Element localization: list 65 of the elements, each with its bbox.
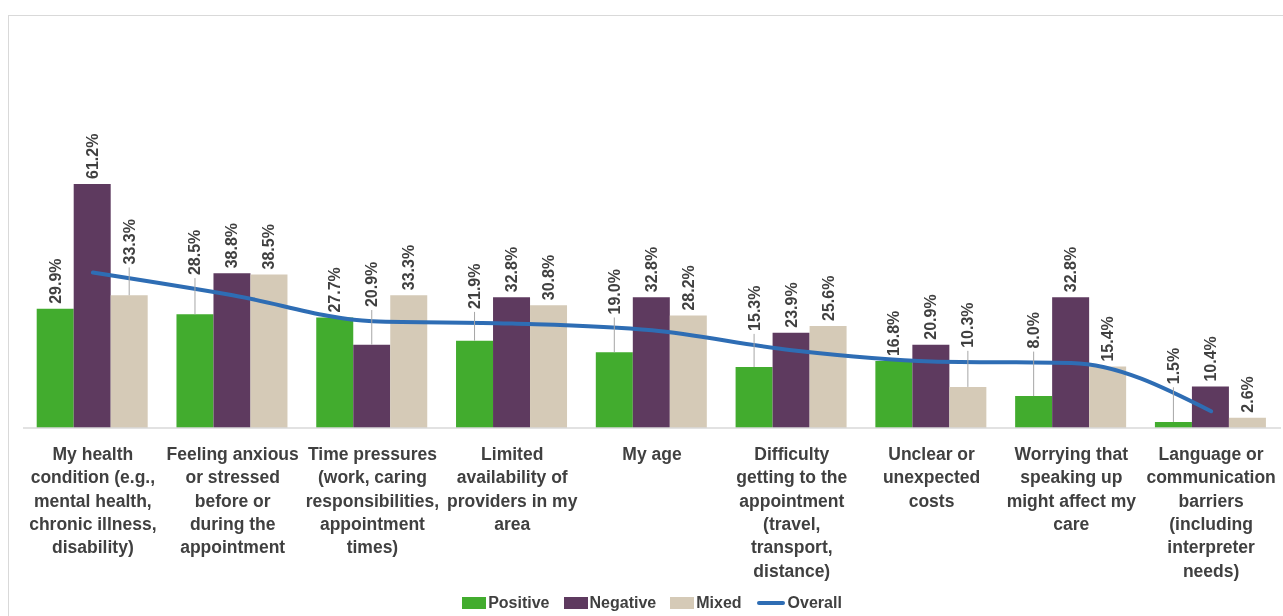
bar [493,297,531,428]
data-label: 15.4% [1099,316,1117,362]
bar [1191,386,1229,428]
bar [110,295,148,428]
bar [250,274,288,428]
x-tick-label: Language or communication barriers (including interpreter needs) [1146,444,1276,581]
bar [73,184,111,428]
legend-label: Mixed [696,593,742,613]
data-label: 25.6% [819,275,837,321]
bar [1015,396,1053,428]
x-tick-label: Difficulty getting to the appointment (travel, transport, distance) [736,444,848,581]
bar [456,340,494,428]
x-tick-label: Worrying that speaking up might affect my care [1006,444,1137,534]
bar [735,367,773,428]
x-tick-label: Time pressures (work, caring responsibilities, appointment times) [305,444,440,558]
bar [36,308,74,428]
data-label: 21.9% [466,263,484,309]
x-tick-label: Limited availability of providers in my area [447,444,578,534]
bar [595,352,633,428]
data-label: 27.7% [326,267,344,313]
data-label: 10.4% [1201,336,1219,382]
bar [772,332,810,428]
bar [530,305,568,428]
x-tick-label: Feeling anxious or stressed before or during the appointment [166,444,300,558]
data-label: 23.9% [782,282,800,328]
bar [949,386,987,428]
bar [213,273,251,428]
bar [1052,297,1090,428]
data-label: 33.3% [400,244,418,291]
x-tick-label: My health condition (e.g., mental health, chronic illness, disability) [29,444,157,558]
data-label: 30.8% [540,254,558,301]
data-label: 16.8% [885,310,903,357]
data-label: 28.5% [186,229,204,276]
bar [1089,366,1127,428]
data-label: 29.9% [46,258,64,304]
data-label: 61.2% [83,133,101,179]
data-label: 33.3% [120,219,138,265]
data-label: 2.6% [1238,376,1256,413]
data-label: 38.8% [223,222,241,269]
data-label: 32.8% [1062,246,1080,293]
bar [176,314,214,428]
bar [809,325,847,428]
data-label: 38.5% [260,224,278,270]
legend-label: Positive [488,593,550,613]
data-label: 8.0% [1025,312,1043,349]
data-label: 20.9% [363,261,381,308]
bar [912,344,950,428]
bar [669,315,707,428]
data-label: 15.3% [745,285,763,331]
data-label: 32.8% [503,246,521,293]
legend-label: Negative [589,593,657,613]
bar [390,295,428,428]
bar [353,344,391,428]
x-tick-label: My age [622,444,682,464]
data-label: 1.5% [1164,347,1182,385]
bar [632,297,670,428]
data-label: 28.2% [679,265,697,311]
data-label: 32.8% [642,246,660,293]
legend-label: Overall [787,593,842,613]
x-tick-label: Unclear or unexpected costs [882,444,981,511]
data-label: 10.3% [959,302,977,348]
data-label: 19.0% [605,269,623,315]
bar [875,361,913,428]
data-label: 20.9% [922,294,940,340]
bar [316,317,354,428]
